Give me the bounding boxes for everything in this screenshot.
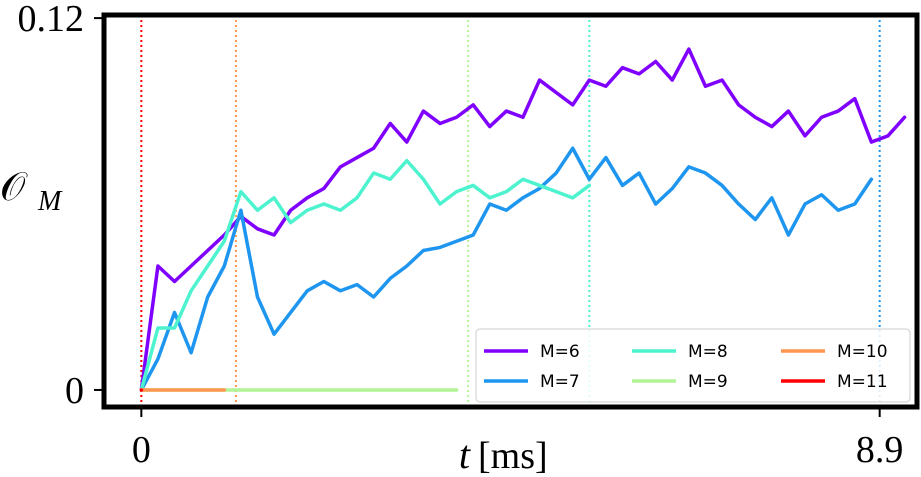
y-tick-label: 0 bbox=[65, 370, 84, 412]
x-label-unit: [ms] bbox=[478, 435, 548, 477]
legend-label: M=9 bbox=[688, 372, 728, 392]
x-label-var: t bbox=[459, 432, 471, 477]
y-tick-label: 0.12 bbox=[18, 0, 85, 40]
legend-box bbox=[475, 328, 911, 403]
y-label-main: 𝒪 bbox=[0, 164, 28, 209]
x-tick-label: 0 bbox=[132, 429, 151, 471]
y-label-sub: M bbox=[37, 186, 63, 217]
series-line bbox=[139, 47, 907, 392]
legend: M=6 M=7 M=8 M=9 M=10 M=11 bbox=[475, 328, 911, 403]
series-line bbox=[139, 158, 592, 392]
legend-label: M=7 bbox=[540, 372, 580, 392]
series-line bbox=[139, 146, 874, 392]
legend-label: M=11 bbox=[837, 372, 888, 392]
x-tick-label: 8.9 bbox=[856, 429, 904, 471]
legend-label: M=8 bbox=[688, 342, 728, 362]
plot-frame bbox=[101, 12, 920, 410]
legend-label: M=6 bbox=[540, 342, 580, 362]
legend-label: M=10 bbox=[837, 342, 888, 362]
